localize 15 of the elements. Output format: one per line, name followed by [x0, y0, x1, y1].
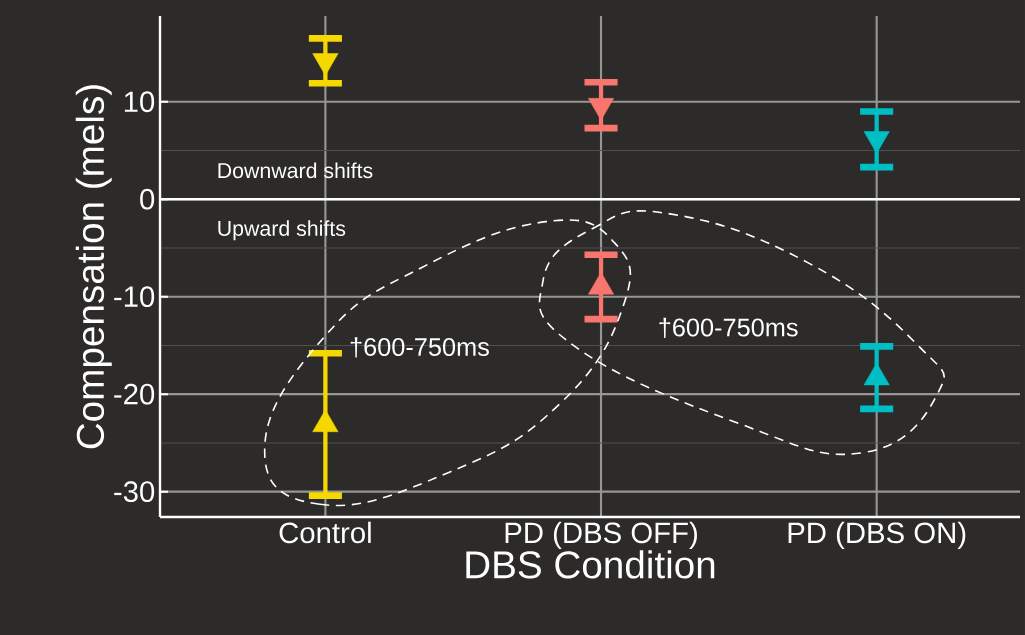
annotation: †600-750ms — [350, 337, 489, 358]
y-tick-label: -20 — [114, 383, 155, 405]
y-tick-label: 10 — [124, 91, 155, 113]
y-tick-label: -30 — [114, 481, 155, 503]
x-tick-label: Control — [279, 521, 371, 544]
y-tick-label: 0 — [140, 188, 155, 210]
annotation: Upward shifts — [218, 220, 346, 241]
x-axis-title: DBS Condition — [466, 550, 715, 579]
y-tick-label: -10 — [114, 286, 155, 308]
x-tick-label: PD (DBS ON) — [788, 521, 966, 550]
annotation: †600-750ms — [659, 317, 798, 338]
point — [588, 98, 614, 121]
x-tick-label: PD (DBS OFF) — [505, 521, 697, 550]
annotation: Downward shifts — [218, 162, 373, 179]
y-axis-title: Compensation (mels) — [75, 85, 112, 449]
